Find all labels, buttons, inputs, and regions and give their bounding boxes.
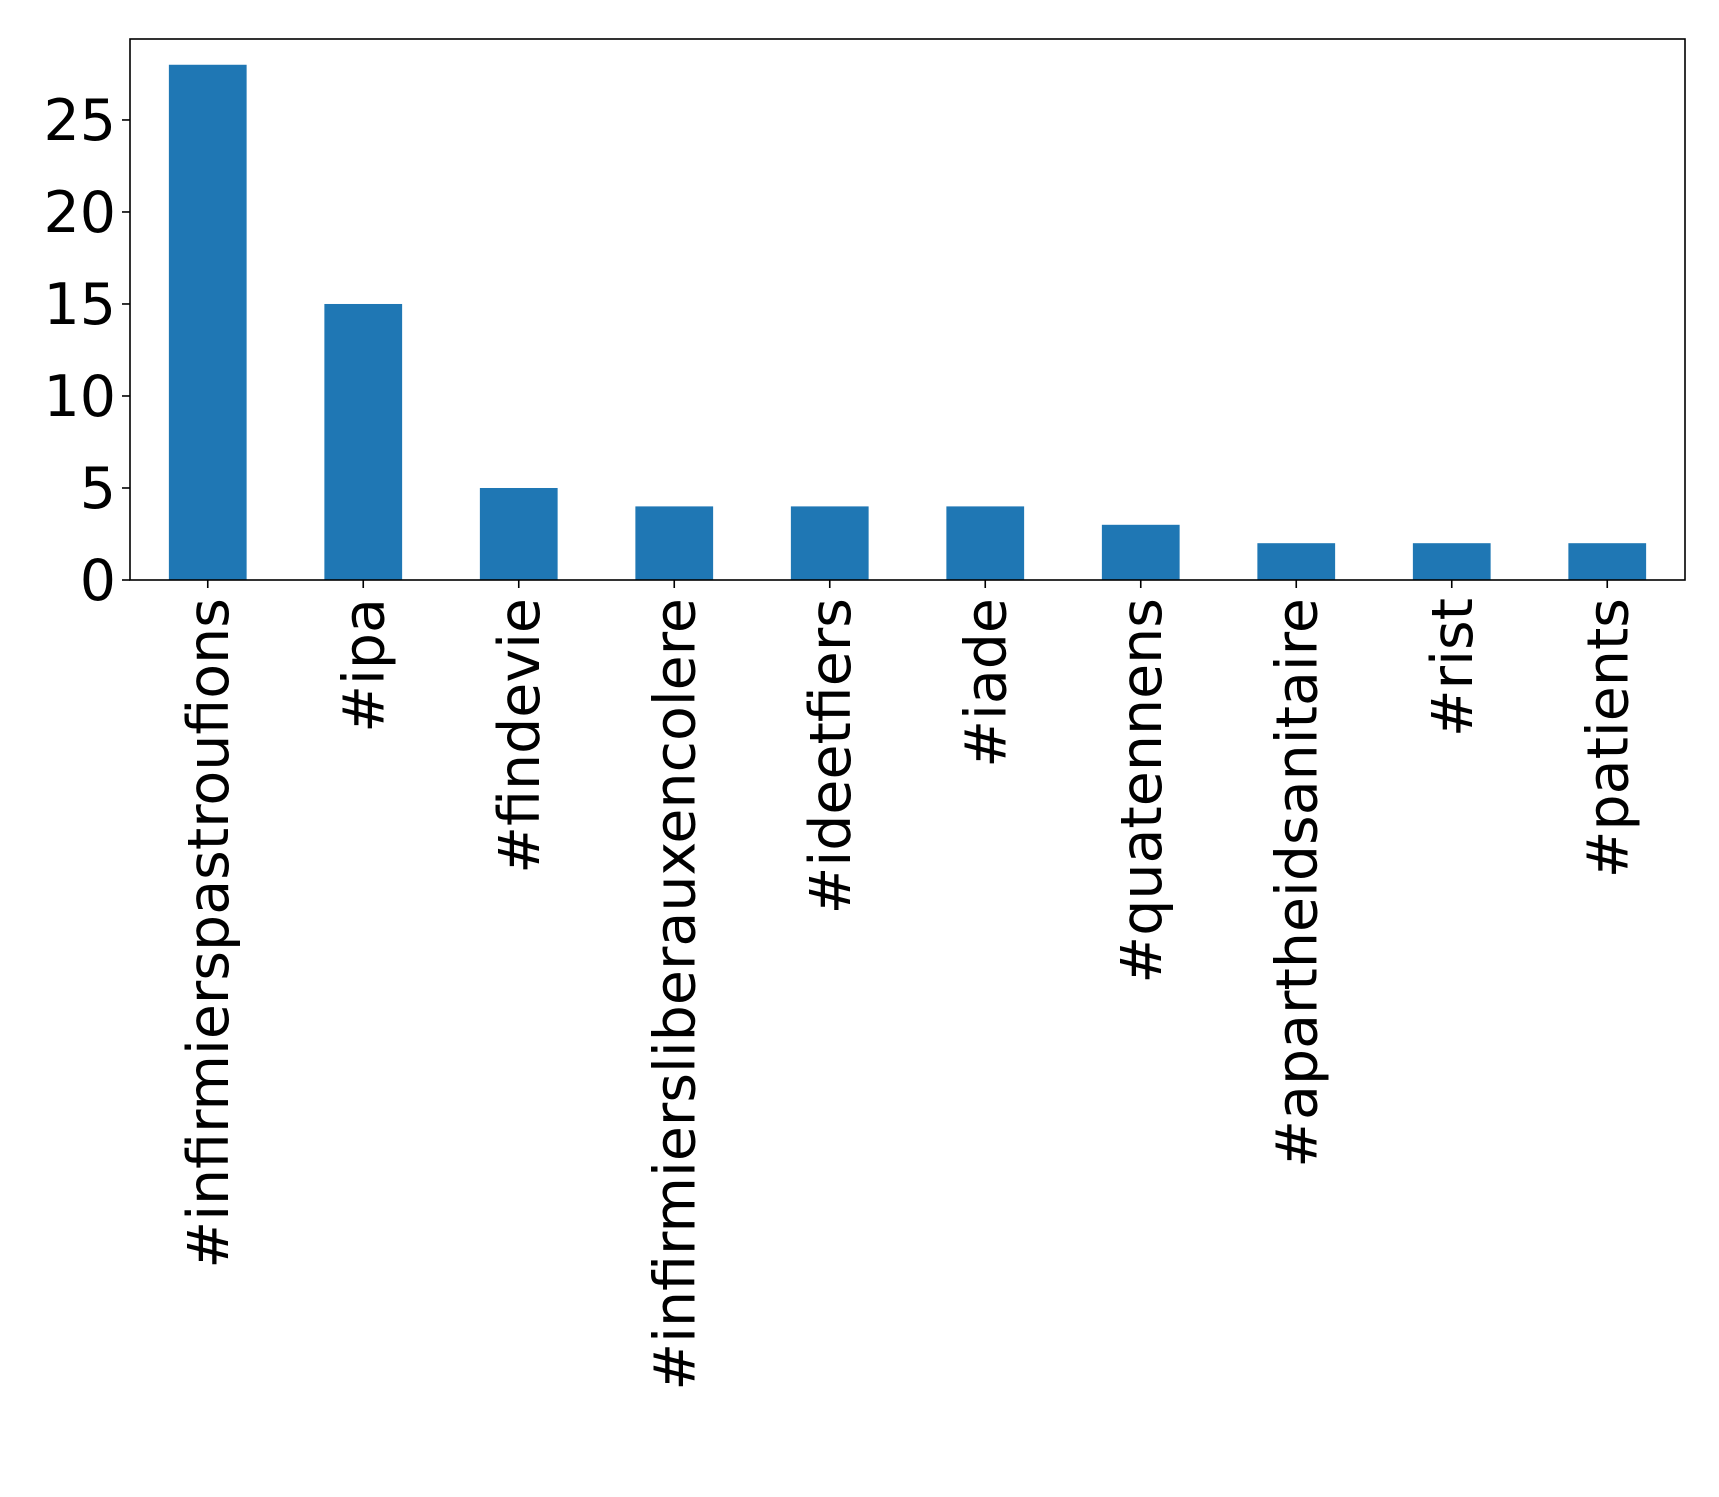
x-tick-label: #rist bbox=[1420, 598, 1486, 737]
bar bbox=[1257, 543, 1336, 580]
x-tick-label: #iade bbox=[953, 598, 1019, 768]
x-tick-label: #quatennens bbox=[1109, 598, 1175, 984]
bar bbox=[1412, 543, 1491, 580]
bar bbox=[790, 506, 869, 580]
bar bbox=[168, 64, 247, 580]
x-tick-label: #patients bbox=[1575, 598, 1641, 878]
x-tick-label: #ideetfiers bbox=[798, 598, 864, 914]
y-tick-label: 0 bbox=[80, 548, 116, 614]
y-tick-label: 10 bbox=[43, 364, 116, 430]
x-tick-label: #apartheidsanitaire bbox=[1264, 598, 1330, 1168]
bar bbox=[946, 506, 1025, 580]
bar bbox=[479, 487, 558, 580]
y-tick-label: 5 bbox=[80, 456, 116, 522]
x-tick-label: #findevie bbox=[487, 598, 553, 874]
bar bbox=[1101, 524, 1180, 580]
plot-frame bbox=[129, 38, 1686, 581]
y-tick-label: 15 bbox=[43, 272, 116, 338]
x-tick-label: #ipa bbox=[331, 598, 397, 733]
bar bbox=[324, 303, 403, 580]
y-axis: 0 5 10 15 20 25 bbox=[43, 88, 130, 614]
x-axis: #infirmierspastroufions #ipa #findevie #inf… bbox=[176, 580, 1641, 1391]
y-tick-label: 20 bbox=[43, 180, 116, 246]
x-tick-label: #infirmiersliberauxencolere bbox=[642, 598, 708, 1391]
x-tick-label: #infirmierspastroufions bbox=[176, 598, 242, 1269]
y-tick-label: 25 bbox=[43, 88, 116, 154]
bar bbox=[1568, 543, 1647, 580]
bar bbox=[635, 506, 714, 580]
bars-group bbox=[168, 64, 1647, 580]
